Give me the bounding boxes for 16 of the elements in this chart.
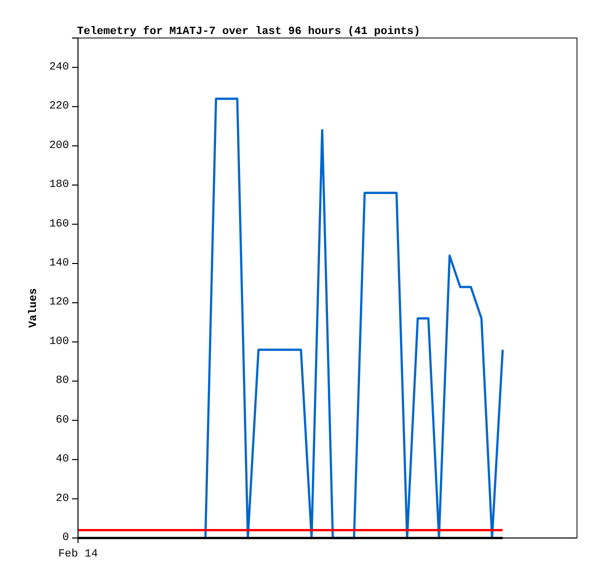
y-tick-label: 220 <box>49 100 69 113</box>
y-tick-label: 100 <box>49 336 69 348</box>
y-tick-label: 60 <box>56 414 69 426</box>
y-axis-title: Values <box>28 288 40 328</box>
y-tick-label: 120 <box>49 296 69 309</box>
y-tick-label: 80 <box>56 375 69 388</box>
y-tick-label: 200 <box>49 140 69 152</box>
y-tick-label: 40 <box>56 454 69 466</box>
x-tick-label: Feb 14 <box>58 548 98 560</box>
y-tick-label: 180 <box>49 179 69 192</box>
chart-title: Telemetry for M1ATJ-7 over last 96 hours (41 points) <box>77 25 420 38</box>
y-tick-label: 0 <box>62 532 69 544</box>
y-tick-label: 20 <box>56 492 69 505</box>
y-tick-label: 140 <box>49 257 69 270</box>
y-tick-label: 240 <box>49 61 69 74</box>
y-tick-label: 160 <box>49 218 69 230</box>
